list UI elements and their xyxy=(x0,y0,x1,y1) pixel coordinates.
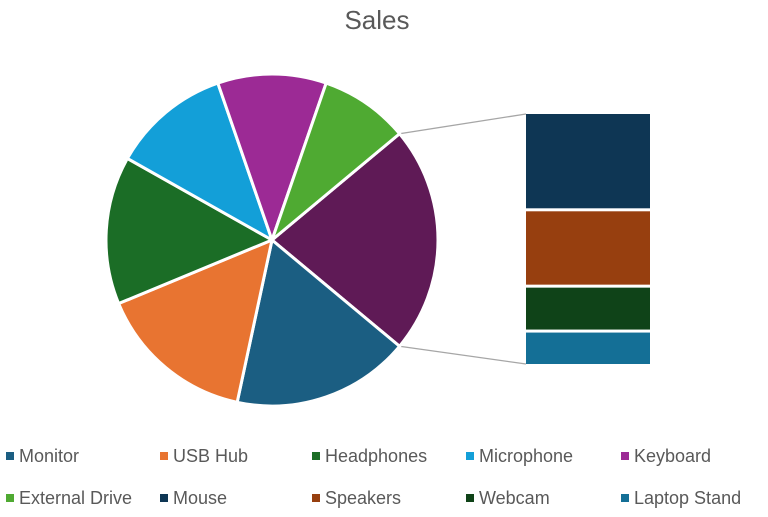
legend-item-speakers: Speakers xyxy=(312,488,401,508)
legend-swatch xyxy=(466,494,474,502)
secondary-bar xyxy=(526,114,650,364)
legend-label: Speakers xyxy=(325,488,401,508)
pie-slice-monitor xyxy=(235,238,402,408)
legend-label: Headphones xyxy=(325,446,427,466)
pie-slice-microphone xyxy=(125,81,274,242)
bar-segment-laptop-stand xyxy=(526,332,650,364)
legend-label: Keyboard xyxy=(634,446,711,466)
legend-label: External Drive xyxy=(19,488,132,508)
connector-line-bottom xyxy=(399,345,527,365)
chart-title: Sales xyxy=(344,5,409,35)
legend-swatch xyxy=(160,452,168,460)
legend-item-usb-hub: USB Hub xyxy=(160,446,248,466)
bar-segment-webcam xyxy=(526,287,650,330)
legend-item-external-drive: External Drive xyxy=(6,488,132,508)
legend-item-microphone: Microphone xyxy=(466,446,573,466)
legend-swatch xyxy=(466,452,474,460)
legend-label: Microphone xyxy=(479,446,573,466)
legend-item-headphones: Headphones xyxy=(312,446,427,466)
pie-slice-headphones xyxy=(104,156,274,306)
legend-swatch xyxy=(6,494,14,502)
legend-item-webcam: Webcam xyxy=(466,488,550,508)
bar-segment-speakers xyxy=(526,211,650,285)
legend-swatch xyxy=(621,452,629,460)
bar-segment-mouse xyxy=(526,114,650,209)
legend-swatch xyxy=(160,494,168,502)
legend-item-mouse: Mouse xyxy=(160,488,227,508)
connector-line-top xyxy=(399,113,527,135)
legend-label: Webcam xyxy=(479,488,550,508)
legend-label: Laptop Stand xyxy=(634,488,741,508)
legend: Monitor USB Hub Headphones Microphone Keyboa… xyxy=(6,446,741,508)
pie-slice-usb-hub xyxy=(117,238,274,404)
legend-swatch xyxy=(312,494,320,502)
pie-slice-other xyxy=(270,132,440,348)
legend-swatch xyxy=(6,452,14,460)
pie-slice-external-drive xyxy=(270,81,402,242)
connector-lines xyxy=(399,113,527,365)
legend-item-keyboard: Keyboard xyxy=(621,446,711,466)
pie xyxy=(104,72,440,408)
legend-item-monitor: Monitor xyxy=(6,446,79,466)
legend-label: USB Hub xyxy=(173,446,248,466)
pie-slice-keyboard xyxy=(216,72,328,242)
legend-label: Monitor xyxy=(19,446,79,466)
legend-swatch xyxy=(312,452,320,460)
legend-swatch xyxy=(621,494,629,502)
legend-label: Mouse xyxy=(173,488,227,508)
legend-item-laptop-stand: Laptop Stand xyxy=(621,488,741,508)
